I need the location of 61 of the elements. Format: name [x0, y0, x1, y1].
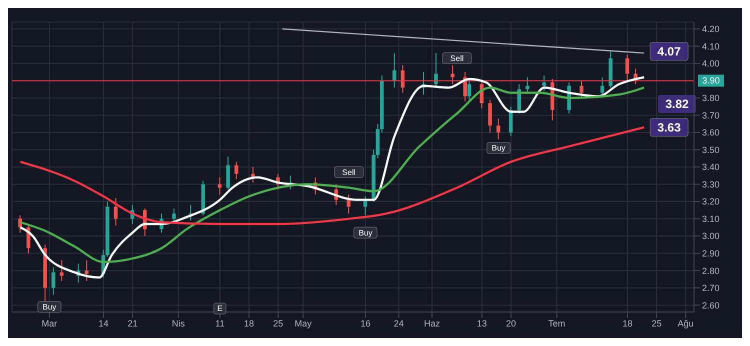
annotation: E — [217, 304, 223, 314]
candlestick — [226, 156, 230, 190]
y-tick-label: 3.10 — [702, 214, 720, 224]
candlestick — [467, 78, 472, 100]
annotation: Buy — [358, 228, 372, 238]
x-tick-label: 20 — [506, 318, 516, 328]
y-tick-label: 2.90 — [702, 248, 720, 259]
x-tick-label: 21 — [128, 318, 138, 328]
y-tick-label: 2.60 — [702, 300, 720, 310]
candlestick — [488, 99, 492, 133]
x-tick-label: May — [294, 318, 312, 328]
x-tick-label: 11 — [215, 318, 225, 328]
y-tick-label: 3.70 — [702, 110, 720, 120]
candlestick — [580, 80, 584, 98]
y-tick-label: 2.80 — [702, 266, 720, 276]
candlestick — [542, 75, 546, 92]
x-tick-label: Haz — [424, 318, 441, 328]
y-tick-label: 4.00 — [702, 58, 720, 69]
candlestick — [463, 72, 467, 102]
annotation: Sell — [342, 168, 356, 177]
y-tick-label: 3.20 — [702, 196, 720, 207]
y-tick-label: 3.00 — [702, 231, 720, 242]
candlestick — [496, 118, 500, 140]
ref-line-label: 3.90 — [702, 76, 720, 86]
x-tick-label: 14 — [98, 318, 108, 328]
x-tick-label: 13 — [476, 318, 487, 328]
x-tick-label: Ağu — [678, 318, 694, 328]
y-tick-label: 2.70 — [702, 283, 720, 294]
x-tick-label: Nis — [172, 318, 186, 328]
annotation: Buy — [492, 144, 506, 153]
candlestick — [114, 198, 118, 226]
annotation: 3.82 — [665, 97, 689, 111]
candlestick — [526, 76, 530, 94]
candlestick — [84, 260, 89, 282]
candlestick — [600, 76, 604, 97]
y-tick-label: 4.20 — [702, 24, 720, 34]
annotation: 3.63 — [657, 120, 682, 134]
y-tick-label: 3.40 — [702, 162, 720, 172]
x-tick-label: 18 — [622, 318, 632, 328]
annotation: 4.07 — [657, 44, 682, 58]
candlestick — [625, 54, 630, 82]
y-tick-label: 3.30 — [702, 179, 720, 190]
y-tick-label: 3.50 — [702, 144, 720, 155]
x-tick-label: 25 — [273, 318, 284, 328]
x-tick-label: 16 — [360, 318, 370, 328]
candlestick — [60, 260, 64, 282]
y-tick-label: 4.10 — [702, 41, 720, 52]
candlestick — [52, 266, 56, 296]
candlestick — [434, 52, 438, 88]
candlestick — [234, 161, 238, 180]
y-tick-label: 3.60 — [702, 128, 720, 138]
x-tick-label: 25 — [652, 318, 662, 328]
x-tick-label: Mar — [42, 318, 58, 328]
candlestick — [172, 208, 176, 223]
x-tick-label: Tem — [548, 318, 566, 328]
x-tick-label: 24 — [394, 318, 404, 328]
candlestick — [450, 64, 454, 85]
y-tick-label: 3.80 — [702, 93, 720, 104]
annotation: Buy — [42, 302, 56, 312]
annotation: Sell — [450, 54, 464, 63]
x-tick-label: 18 — [244, 318, 254, 328]
